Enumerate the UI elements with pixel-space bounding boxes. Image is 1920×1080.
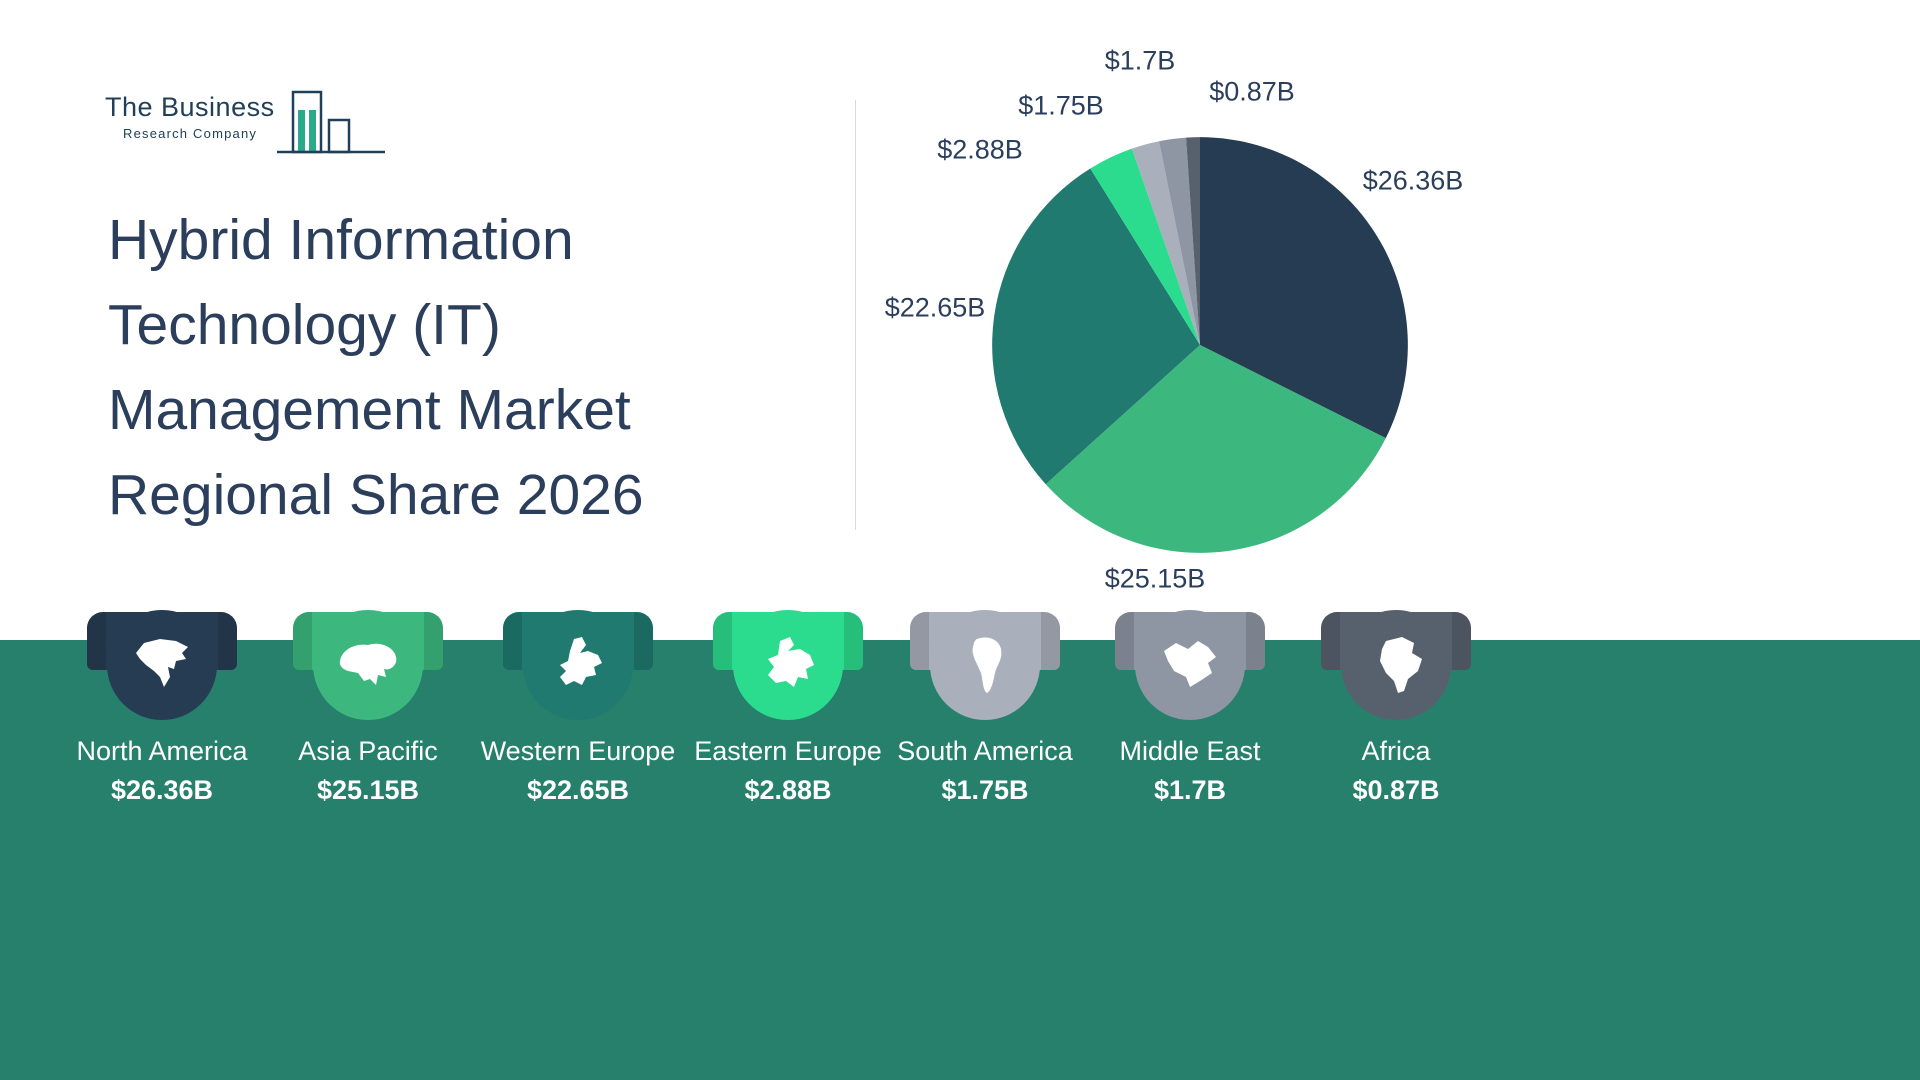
north-america-icon xyxy=(136,639,188,687)
vertical-divider xyxy=(855,100,856,530)
logo-text: The Business Research Company xyxy=(105,92,275,141)
badge-circle xyxy=(313,610,423,720)
badge-circle xyxy=(733,610,843,720)
region-badge-western-europe xyxy=(503,608,653,722)
pie-slice-africa xyxy=(1186,137,1200,345)
region-label-africa: Africa xyxy=(1361,736,1431,766)
pie-value-label-eastern-europe: $2.88B xyxy=(937,134,1023,165)
page-title: Hybrid Information Technology (IT) Manag… xyxy=(108,198,828,538)
region-label-eastern-europe: Eastern Europe xyxy=(694,736,882,766)
pie-slice-western-europe xyxy=(992,168,1200,485)
pie-slice-north-america xyxy=(1200,137,1408,439)
region-label-south-america: South America xyxy=(897,736,1073,766)
region-label-western-europe: Western Europe xyxy=(480,736,676,766)
region-badge-africa xyxy=(1321,608,1471,722)
pie-value-label-africa: $0.87B xyxy=(1209,76,1295,107)
western-europe-icon xyxy=(560,637,602,685)
region-label-middle-east: Middle East xyxy=(1119,736,1261,766)
middle-east-icon xyxy=(1164,641,1216,687)
badge-circle xyxy=(1135,610,1245,720)
pie-slice-eastern-europe xyxy=(1090,148,1200,345)
badge-circle xyxy=(523,610,633,720)
badge-circle xyxy=(107,610,217,720)
pie-chart xyxy=(992,137,1408,553)
region-value-asia-pacific: $25.15B xyxy=(316,775,420,805)
company-logo: The Business Research Company xyxy=(105,90,387,162)
bar-chart-logo-icon xyxy=(276,90,385,154)
pie-value-label-asia-pacific: $25.15B xyxy=(1104,563,1206,594)
pie-value-label-western-europe: $22.65B xyxy=(884,292,986,323)
region-badge-north-america xyxy=(87,608,237,722)
south-america-icon xyxy=(972,637,1002,693)
asia-pacific-icon xyxy=(339,643,397,685)
region-badge-eastern-europe xyxy=(713,608,863,722)
region-value-south-america: $1.75B xyxy=(941,775,1029,805)
title-line-1: Hybrid Information xyxy=(108,208,574,272)
pie-value-label-south-america: $1.75B xyxy=(1018,90,1104,121)
region-value-eastern-europe: $2.88B xyxy=(744,775,832,805)
africa-icon xyxy=(1380,637,1422,693)
region-value-middle-east: $1.7B xyxy=(1153,775,1227,805)
title-line-3: Management Market xyxy=(108,378,631,442)
logo-name: The Business xyxy=(105,92,275,122)
eastern-europe-icon xyxy=(768,637,814,687)
region-label-north-america: North America xyxy=(76,736,248,766)
pie-slice-middle-east xyxy=(1159,137,1200,345)
pie-value-label-middle-east: $1.7B xyxy=(1104,45,1176,76)
region-badge-asia-pacific xyxy=(293,608,443,722)
title-line-2: Technology (IT) xyxy=(108,293,501,357)
region-label-asia-pacific: Asia Pacific xyxy=(298,736,438,766)
region-badge-south-america xyxy=(910,608,1060,722)
pie-value-label-north-america: $26.36B xyxy=(1362,165,1464,196)
badge-circle xyxy=(930,610,1040,720)
title-line-4: Regional Share 2026 xyxy=(108,463,644,527)
pie-slice-asia-pacific xyxy=(1045,345,1386,553)
region-badge-middle-east xyxy=(1115,608,1265,722)
logo-subtitle: Research Company xyxy=(123,126,258,141)
region-value-western-europe: $22.65B xyxy=(526,775,630,805)
pie-slice-south-america xyxy=(1131,141,1200,345)
region-value-africa: $0.87B xyxy=(1352,775,1440,805)
badge-circle xyxy=(1341,610,1451,720)
region-value-north-america: $26.36B xyxy=(110,775,214,805)
